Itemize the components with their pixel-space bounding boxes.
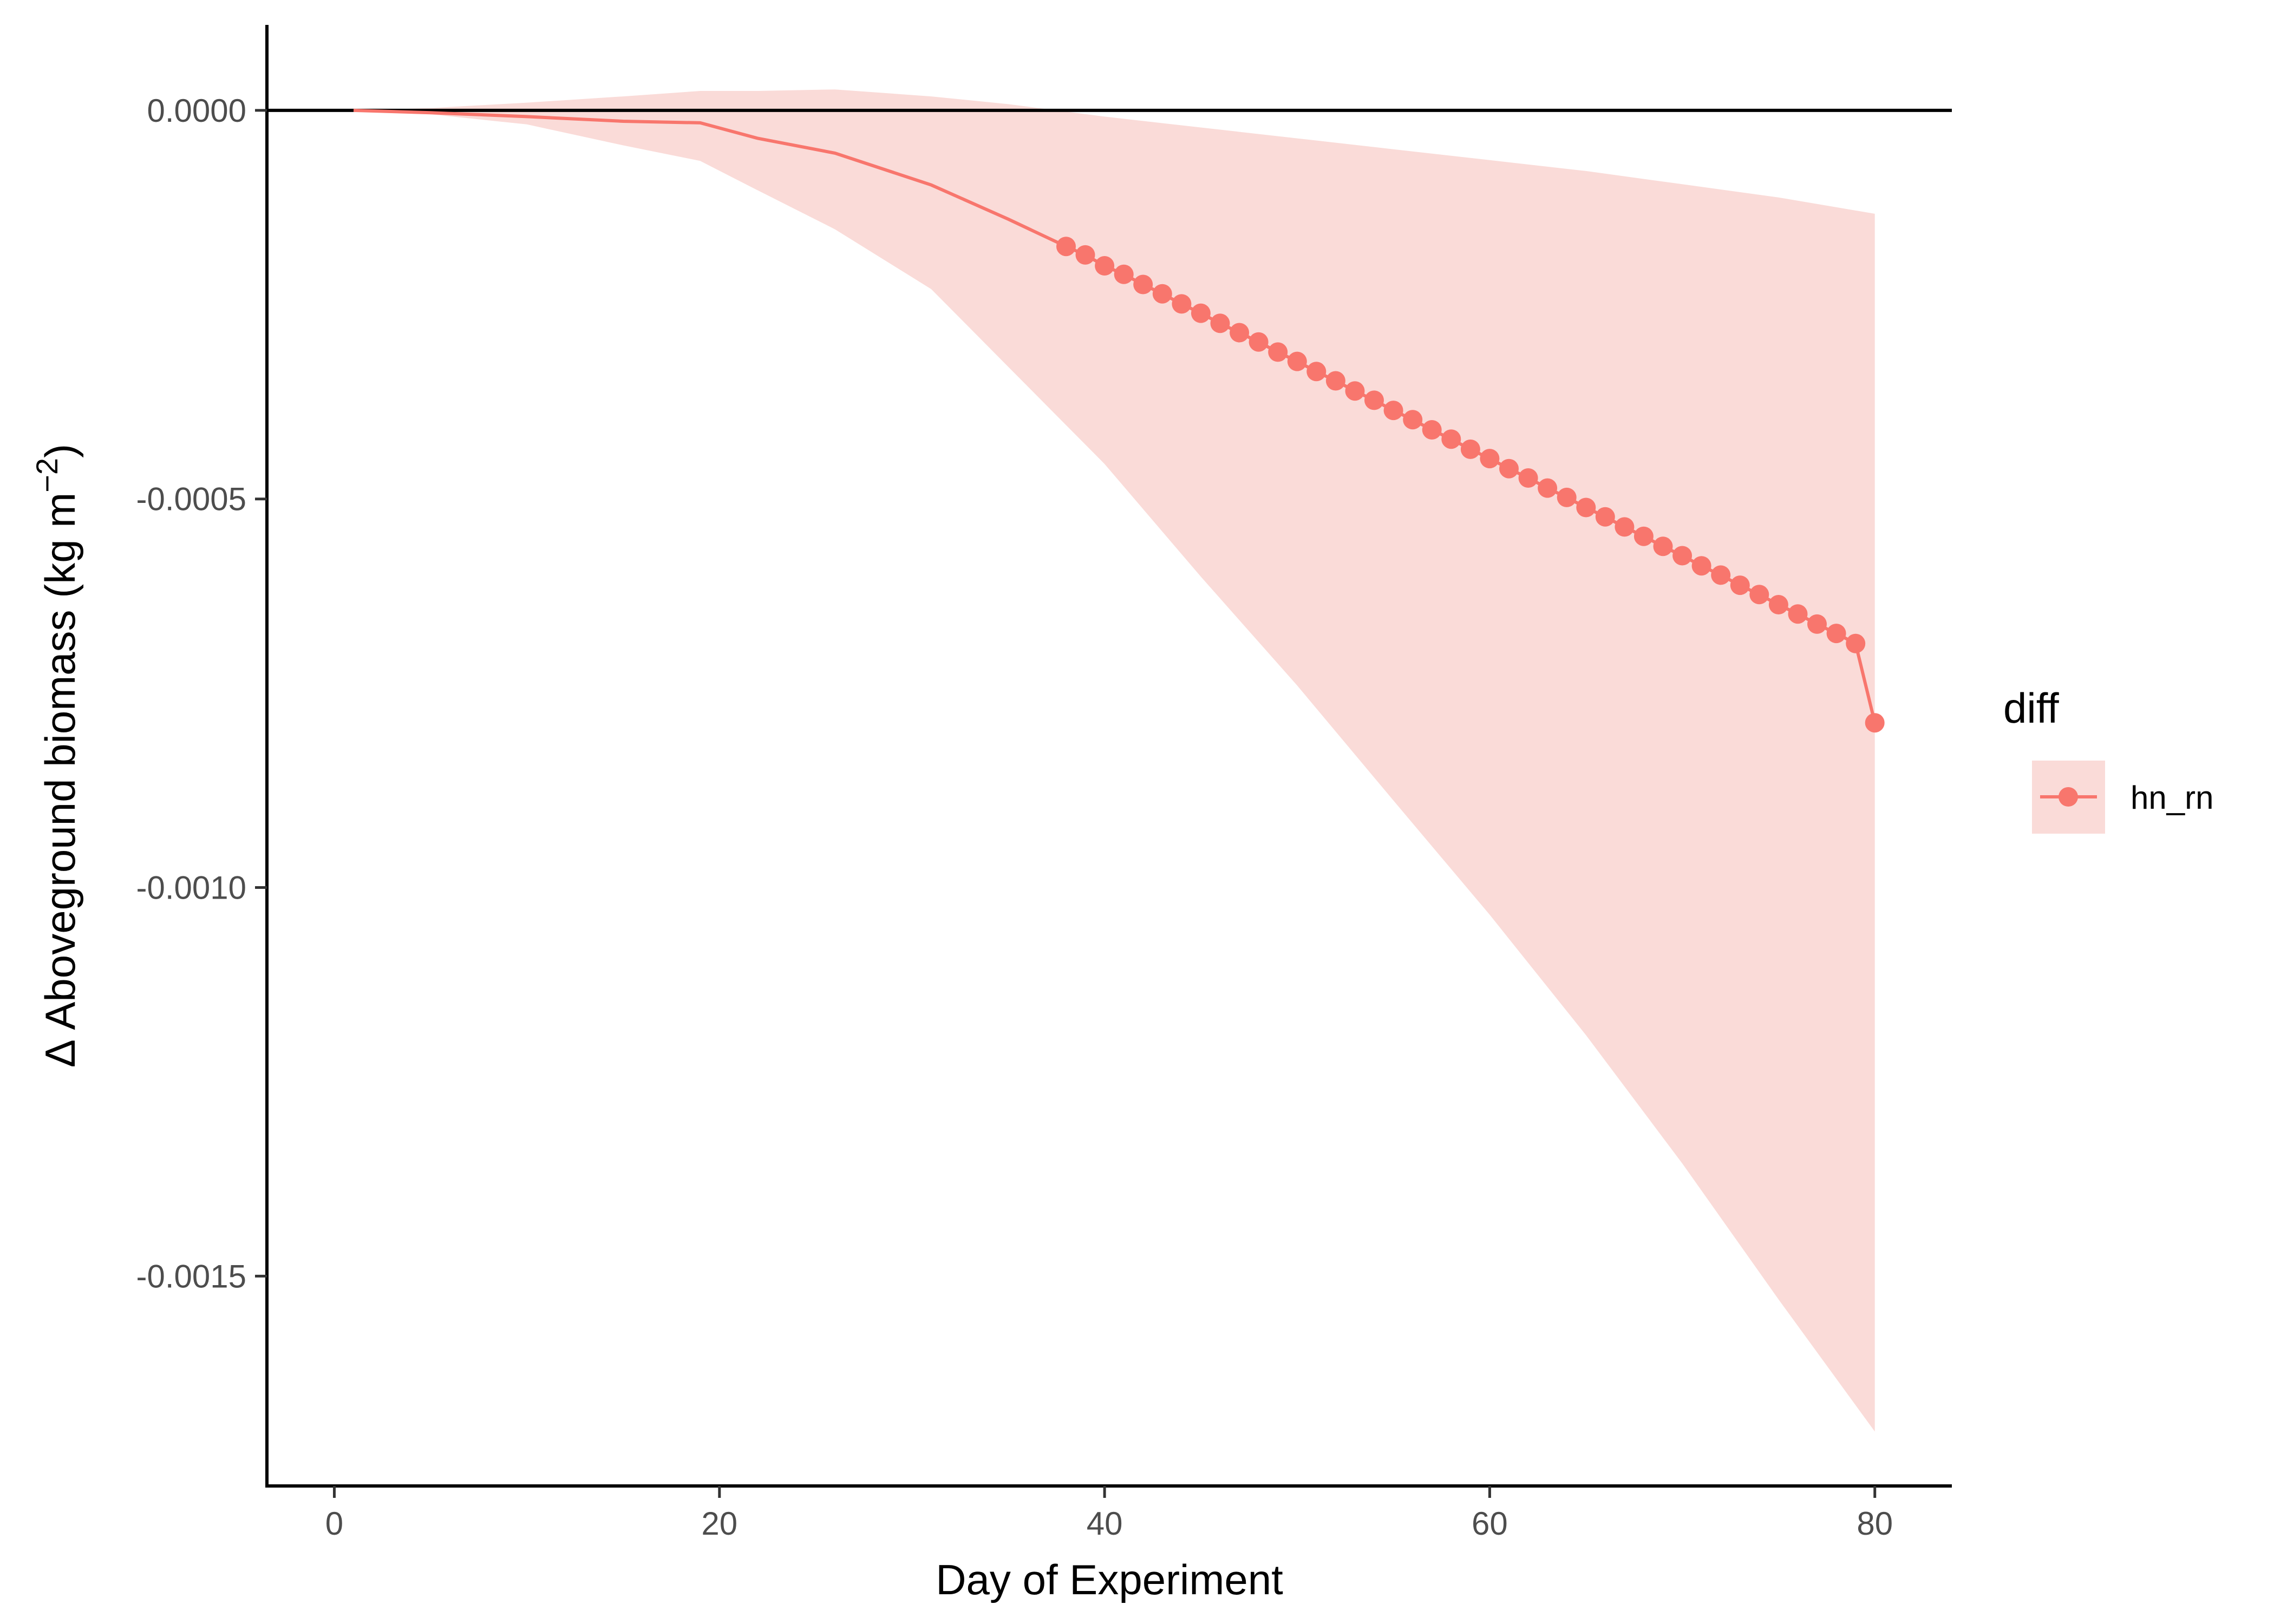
data-point [1768, 595, 1788, 614]
legend-key-point [2059, 787, 2078, 807]
legend-title: diff [2003, 684, 2059, 732]
data-point [1499, 459, 1519, 479]
data-point [1230, 323, 1250, 343]
data-point [1287, 351, 1307, 371]
data-point [1210, 313, 1230, 333]
data-point [1441, 429, 1461, 449]
data-point [1633, 526, 1654, 546]
x-tick-label: 80 [1857, 1505, 1893, 1542]
data-point [1383, 401, 1403, 421]
legend: diff hn_rn [2003, 684, 2213, 834]
data-point [1595, 507, 1615, 527]
data-point [1846, 633, 1866, 653]
data-point [1056, 237, 1076, 257]
x-tick-label: 20 [701, 1505, 737, 1542]
data-point [1325, 371, 1345, 391]
confidence-ribbon-layer [354, 89, 1875, 1432]
data-point [1249, 332, 1269, 352]
data-point [1095, 256, 1115, 276]
data-point [1788, 604, 1808, 624]
data-point [1268, 342, 1288, 362]
data-point [1711, 565, 1731, 585]
x-tick-label: 60 [1472, 1505, 1508, 1542]
data-point [1480, 449, 1500, 469]
data-point [1730, 575, 1750, 595]
series-layer [353, 108, 1885, 733]
data-point [1826, 624, 1846, 644]
y-tick-label: -0.0010 [136, 870, 247, 906]
data-point [1075, 245, 1095, 265]
x-tick-label: 40 [1087, 1505, 1123, 1542]
data-point [1460, 439, 1480, 459]
data-point [1807, 614, 1827, 634]
data-point [1152, 284, 1172, 304]
data-point [1345, 381, 1365, 401]
x-tick-label: 0 [325, 1505, 343, 1542]
confidence-ribbon-hn_rn [354, 89, 1875, 1432]
data-point [1865, 713, 1885, 733]
axes-layer [255, 25, 1952, 1498]
y-axis-title-suffix: ) [36, 444, 84, 458]
data-point [1518, 468, 1538, 488]
y-axis-title: Δ Aboveground biomass (kg m−2) [30, 444, 84, 1068]
y-tick-label: 0.0000 [147, 93, 246, 129]
data-point [1364, 390, 1384, 410]
data-point [1557, 487, 1577, 507]
data-point [1538, 478, 1558, 498]
data-point [1749, 585, 1769, 605]
y-tick-label: -0.0015 [136, 1258, 247, 1294]
data-point [1133, 274, 1153, 294]
y-axis-title-superscript: −2 [30, 458, 64, 493]
data-point [1576, 497, 1596, 518]
y-axis-title-main: Δ Aboveground biomass (kg m [36, 493, 84, 1068]
data-point [1172, 294, 1192, 314]
y-tick-label: -0.0005 [136, 481, 247, 518]
x-axis-title: Day of Experiment [936, 1556, 1283, 1603]
data-point [1114, 264, 1134, 284]
data-point [1191, 303, 1211, 323]
series-line-hn_rn [353, 108, 1877, 723]
data-point [1403, 410, 1423, 430]
data-point [1672, 546, 1693, 566]
data-point [1422, 420, 1442, 440]
data-point [1691, 556, 1711, 576]
data-point [1615, 517, 1635, 537]
data-point [1306, 362, 1327, 382]
data-point [1653, 536, 1673, 556]
legend-label-hn_rn: hn_rn [2131, 780, 2213, 816]
labels-layer: 0 20 40 60 80 0.0000 -0.0005 -0.0010 -0.0015 Day … [30, 93, 1893, 1603]
